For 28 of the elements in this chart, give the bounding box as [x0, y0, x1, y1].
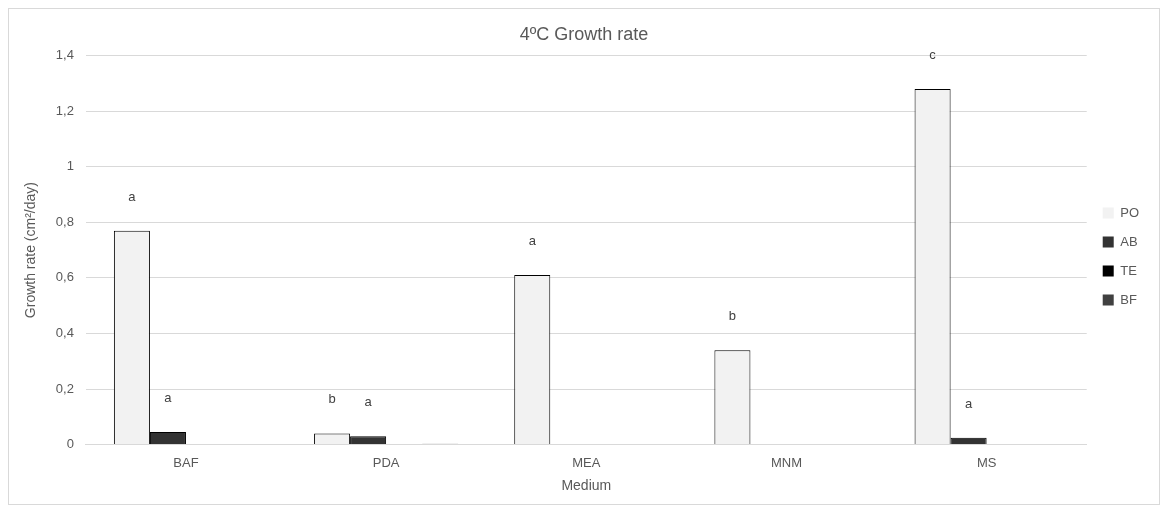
- y-tick-label: 1,4: [55, 47, 74, 63]
- data-label: b: [728, 308, 737, 324]
- legend-label: BF: [1120, 291, 1137, 307]
- y-axis-title: Growth rate (cm²/day): [22, 182, 39, 319]
- y-tick-label: 0,6: [55, 269, 74, 285]
- data-label: a: [528, 233, 537, 249]
- data-label: b: [328, 391, 336, 407]
- y-tick-label: 0: [66, 436, 74, 452]
- x-tick-label: MS: [976, 454, 997, 470]
- data-label: a: [364, 394, 373, 410]
- chart-title: 4ºC Growth rate: [519, 23, 649, 44]
- x-tick-label: BAF: [173, 454, 199, 470]
- x-axis-title: Medium: [561, 477, 612, 494]
- legend-label: TE: [1120, 262, 1138, 278]
- y-tick-label: 1: [66, 158, 74, 174]
- data-label: c: [929, 46, 937, 62]
- x-tick-label: PDA: [372, 454, 400, 470]
- data-label: a: [164, 390, 173, 406]
- legend-label: PO: [1120, 204, 1140, 220]
- data-label: a: [965, 395, 973, 411]
- x-tick-label: MEA: [572, 454, 601, 470]
- y-tick-label: 1,2: [55, 102, 74, 118]
- y-tick-label: 0,2: [55, 380, 74, 396]
- data-label: a: [128, 188, 137, 204]
- x-tick-label: MNM: [770, 454, 802, 470]
- y-tick-label: 0,8: [55, 213, 74, 229]
- legend-label: AB: [1120, 233, 1138, 249]
- y-tick-label: 0,4: [55, 325, 74, 341]
